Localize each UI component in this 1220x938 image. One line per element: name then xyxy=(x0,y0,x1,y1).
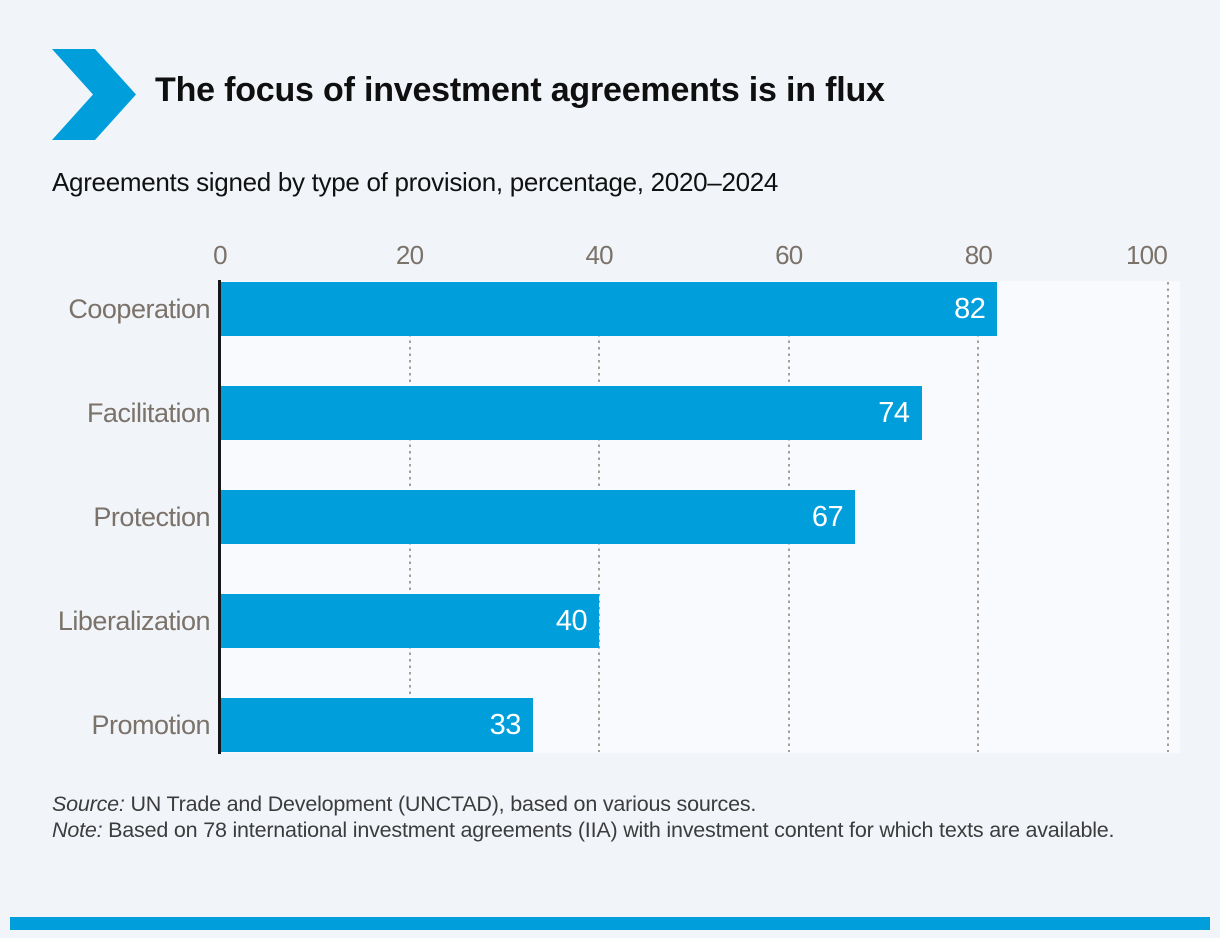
x-tick-label: 100 xyxy=(1126,240,1168,270)
chart-subtitle: Agreements signed by type of provision, … xyxy=(52,167,779,197)
bar-value-label: 40 xyxy=(555,605,588,637)
bar-value-label: 82 xyxy=(954,293,986,325)
page-title: The focus of investment agreements is in… xyxy=(155,71,885,109)
category-label: Promotion xyxy=(91,710,210,740)
bar-liberalization: 40 xyxy=(220,594,600,648)
gridline xyxy=(1167,282,1169,752)
note-text: Based on 78 international investment agr… xyxy=(102,818,1115,842)
category-label: Cooperation xyxy=(68,294,210,324)
x-tick-label: 40 xyxy=(585,240,614,270)
x-tick-label: 60 xyxy=(775,240,803,270)
gridline xyxy=(977,282,980,752)
chevron-icon xyxy=(52,49,136,140)
x-tick-label: 0 xyxy=(213,240,227,270)
category-label: Facilitation xyxy=(86,398,211,428)
bar-cooperation: 82 xyxy=(220,282,998,336)
source-line: Source: UN Trade and Development (UNCTAD… xyxy=(52,791,1147,817)
category-label: Protection xyxy=(93,502,210,532)
note-label: Note: xyxy=(52,818,103,842)
bar-value-label: 33 xyxy=(489,709,522,741)
bar-value-label: 67 xyxy=(811,501,844,533)
x-tick-label: 20 xyxy=(395,240,424,270)
bar-facilitation: 74 xyxy=(220,386,922,440)
source-label: Source: xyxy=(52,792,125,816)
bar-value-label: 74 xyxy=(878,397,910,429)
bottom-accent-rule xyxy=(10,917,1210,930)
bar-protection: 67 xyxy=(220,490,856,544)
source-text: UN Trade and Development (UNCTAD), based… xyxy=(124,792,757,816)
note-line: Note: Based on 78 international investme… xyxy=(52,817,1147,843)
bar-promotion: 33 xyxy=(220,698,533,752)
y-axis-line xyxy=(218,280,221,754)
category-label: Liberalization xyxy=(57,606,211,636)
footnotes: Source: UN Trade and Development (UNCTAD… xyxy=(52,791,1147,843)
x-tick-label: 80 xyxy=(964,240,993,270)
